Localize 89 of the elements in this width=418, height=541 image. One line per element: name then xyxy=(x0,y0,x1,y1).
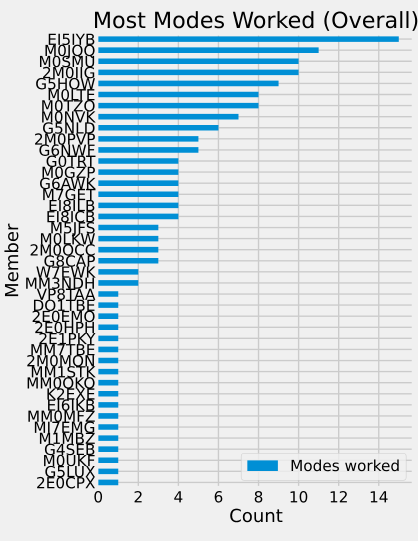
bar xyxy=(98,280,138,286)
bar xyxy=(98,236,158,242)
bar xyxy=(98,114,238,120)
y-tick-label: K2EXE xyxy=(47,388,94,400)
y-tick-label: EI6IKB xyxy=(48,399,94,411)
y-tick-label: 2M0IIG xyxy=(43,66,94,78)
x-axis-title: Count xyxy=(230,508,282,522)
y-tick-label: G6AWK xyxy=(40,178,96,190)
y-tick-label: M1MBZ xyxy=(40,432,95,444)
bar xyxy=(98,58,299,64)
bar xyxy=(98,124,218,131)
y-tick-label: G6NWF xyxy=(39,144,95,156)
bar xyxy=(98,446,118,452)
y-tick-label: EI8ICB xyxy=(47,210,94,222)
y-tick-label: VP8TAA xyxy=(36,288,96,300)
bar xyxy=(98,458,118,464)
y-tick-label: G5LUX xyxy=(45,466,95,478)
bar xyxy=(98,435,118,441)
bar xyxy=(98,346,118,352)
bar xyxy=(98,246,158,252)
bar xyxy=(98,191,178,198)
y-tick-label: M0TZO xyxy=(42,100,95,112)
bar xyxy=(98,169,178,175)
bar xyxy=(98,224,158,230)
bar xyxy=(98,258,158,264)
y-tick-label: G5NLD xyxy=(43,122,95,134)
y-tick-label: EI8ILB xyxy=(50,200,94,212)
bar xyxy=(98,402,118,408)
x-tick-label: 10 xyxy=(290,491,308,503)
chart-title: Most Modes Worked (Overall) xyxy=(95,11,418,31)
bar xyxy=(98,202,178,208)
y-tick-label: M0UKF xyxy=(44,454,95,466)
bar xyxy=(98,380,118,386)
y-tick-label: G5HOW xyxy=(36,78,95,90)
y-tick-label: M0GZP xyxy=(42,166,95,178)
bar xyxy=(98,102,259,108)
bar xyxy=(98,302,118,308)
y-tick-label: 2E1PKY xyxy=(39,332,96,344)
bar xyxy=(98,358,118,364)
bar xyxy=(98,480,118,486)
y-tick-label: 2E0HPH xyxy=(35,322,94,334)
bar xyxy=(98,92,259,98)
y-tick-label: MI7EMG xyxy=(34,421,94,434)
bar xyxy=(98,136,198,142)
y-tick-label: 2M0OCC xyxy=(30,244,95,256)
y-tick-label: M0LTE xyxy=(48,88,94,101)
x-tick-label: 4 xyxy=(174,491,182,502)
x-tick-label: 2 xyxy=(134,491,142,502)
y-axis-title: Member xyxy=(4,224,18,296)
y-tick-label: W7EWK xyxy=(36,266,96,278)
bar xyxy=(98,336,118,342)
x-tick-label: 0 xyxy=(94,491,102,503)
y-tick-label: G0TRT xyxy=(46,155,96,168)
bar xyxy=(98,291,118,297)
bar xyxy=(98,147,198,153)
x-tick-label: 14 xyxy=(370,491,388,502)
bar xyxy=(98,214,178,220)
y-tick-label: EI5IYB xyxy=(48,34,94,46)
y-tick-label: M7GET xyxy=(43,188,96,200)
y-tick-label: MM0MFZ xyxy=(28,410,95,422)
y-tick-label: 2E0EMO xyxy=(32,310,95,322)
bar xyxy=(98,413,118,419)
bar xyxy=(98,391,118,397)
y-tick-label: G8CAP xyxy=(44,255,95,267)
y-tick-label: 2M0MQN xyxy=(27,354,94,368)
bar xyxy=(98,80,279,86)
y-tick-label: MM1STK xyxy=(32,366,96,378)
y-tick-label: MM0OKO xyxy=(28,377,95,389)
legend-label: Modes worked xyxy=(292,459,399,472)
bar xyxy=(98,47,319,53)
bar xyxy=(98,158,178,164)
x-tick-label: 6 xyxy=(214,491,222,503)
bar xyxy=(98,324,118,330)
y-tick-label: G4SEB xyxy=(44,444,94,456)
bar xyxy=(98,269,138,275)
y-tick-label: MM7TBE xyxy=(31,344,94,356)
y-tick-label: MM3NDH xyxy=(26,277,94,289)
bar xyxy=(98,468,118,474)
x-tick-label: 12 xyxy=(330,491,347,502)
bar xyxy=(98,368,118,374)
bar xyxy=(98,424,118,430)
bar xyxy=(98,180,178,186)
y-tick-label: DO1TBE xyxy=(34,300,94,312)
x-tick-label: 8 xyxy=(254,491,262,503)
bar xyxy=(98,70,299,76)
y-tick-label: 2M0PVP xyxy=(35,133,95,145)
y-tick-label: M0NVK xyxy=(42,111,96,123)
bar xyxy=(98,313,118,319)
y-tick-label: 2E0CPX xyxy=(37,476,95,488)
